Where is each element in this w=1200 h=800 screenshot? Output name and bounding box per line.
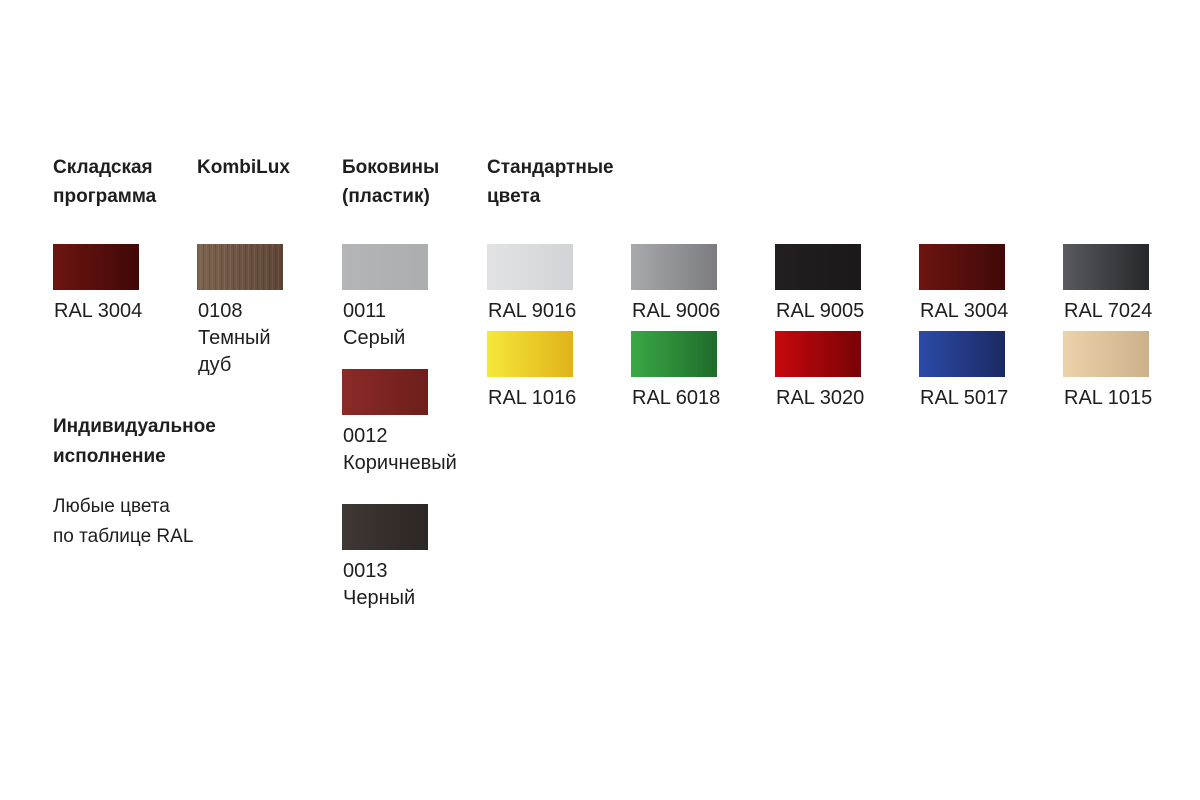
individual-note: Любые цвета по таблице RAL bbox=[53, 492, 193, 552]
standard-ral-7024-label: RAL 7024 bbox=[1064, 298, 1152, 325]
label-line: Черный bbox=[343, 587, 416, 609]
standard-ral-3020-label: RAL 3020 bbox=[776, 385, 864, 412]
label-line: RAL 9016 bbox=[488, 300, 577, 322]
note-line: Любые цвета bbox=[53, 496, 170, 517]
label-line: RAL 3020 bbox=[776, 387, 865, 409]
standard-ral-3004-swatch bbox=[919, 244, 1005, 290]
standard-ral-9005-swatch bbox=[775, 244, 861, 290]
header-line: Боковины bbox=[342, 157, 440, 178]
header-stock-program: Складская программа bbox=[53, 153, 156, 211]
label-line: RAL 6018 bbox=[632, 387, 721, 409]
label-line: 0011 bbox=[343, 300, 387, 322]
label-line: RAL 1016 bbox=[488, 387, 577, 409]
side-0011-swatch bbox=[342, 244, 428, 290]
side-0012-label: 0012 Коричневый bbox=[343, 423, 457, 477]
header-sides: Боковины (пластик) bbox=[342, 153, 439, 211]
standard-ral-3004-label: RAL 3004 bbox=[920, 298, 1008, 325]
standard-ral-6018-label: RAL 6018 bbox=[632, 385, 720, 412]
label-line: RAL 5017 bbox=[920, 387, 1009, 409]
standard-ral-9006-label: RAL 9006 bbox=[632, 298, 720, 325]
standard-ral-9006-swatch bbox=[631, 244, 717, 290]
header-line: Складская bbox=[53, 157, 153, 178]
kombilux-0108-label: 0108 Темный дуб bbox=[198, 298, 271, 379]
side-0013-label: 0013 Черный bbox=[343, 558, 415, 612]
header-kombilux: KombiLux bbox=[197, 153, 290, 182]
header-line: программа bbox=[53, 186, 157, 207]
side-0011-label: 0011 Серый bbox=[343, 298, 405, 352]
standard-ral-3020-swatch bbox=[775, 331, 861, 377]
header-line: цвета bbox=[487, 186, 541, 207]
standard-ral-1015-label: RAL 1015 bbox=[1064, 385, 1152, 412]
label-line: RAL 1015 bbox=[1064, 387, 1153, 409]
label-line: дуб bbox=[198, 354, 232, 376]
standard-ral-1016-label: RAL 1016 bbox=[488, 385, 576, 412]
kombilux-0108-swatch bbox=[197, 244, 283, 290]
label-line: 0013 bbox=[343, 560, 388, 582]
header-individual: Индивидуальное исполнение bbox=[53, 412, 216, 472]
standard-ral-5017-swatch bbox=[919, 331, 1005, 377]
label-line: Темный bbox=[198, 327, 271, 349]
label-line: 0012 bbox=[343, 425, 388, 447]
header-line: Стандартные bbox=[487, 157, 614, 178]
label-line: Серый bbox=[343, 327, 406, 349]
standard-ral-1015-swatch bbox=[1063, 331, 1149, 377]
label-line: Коричневый bbox=[343, 452, 457, 474]
standard-ral-5017-label: RAL 5017 bbox=[920, 385, 1008, 412]
label-line: RAL 3004 bbox=[54, 300, 143, 322]
label-line: 0108 bbox=[198, 300, 243, 322]
label-line: RAL 9006 bbox=[632, 300, 721, 322]
note-line: по таблице RAL bbox=[53, 526, 194, 547]
label-line: RAL 3004 bbox=[920, 300, 1009, 322]
standard-ral-9005-label: RAL 9005 bbox=[776, 298, 864, 325]
standard-ral-9016-label: RAL 9016 bbox=[488, 298, 576, 325]
header-line: (пластик) bbox=[342, 186, 430, 207]
header-line: KombiLux bbox=[197, 157, 290, 178]
stock-ral-3004-swatch bbox=[53, 244, 139, 290]
label-line: RAL 7024 bbox=[1064, 300, 1153, 322]
header-standard-colors: Стандартные цвета bbox=[487, 153, 614, 211]
standard-ral-7024-swatch bbox=[1063, 244, 1149, 290]
side-0012-swatch bbox=[342, 369, 428, 415]
label-line: RAL 9005 bbox=[776, 300, 865, 322]
standard-ral-6018-swatch bbox=[631, 331, 717, 377]
stock-ral-3004-label: RAL 3004 bbox=[54, 298, 142, 325]
side-0013-swatch bbox=[342, 504, 428, 550]
header-line: исполнение bbox=[53, 446, 166, 467]
standard-ral-1016-swatch bbox=[487, 331, 573, 377]
standard-ral-9016-swatch bbox=[487, 244, 573, 290]
header-line: Индивидуальное bbox=[53, 416, 216, 437]
